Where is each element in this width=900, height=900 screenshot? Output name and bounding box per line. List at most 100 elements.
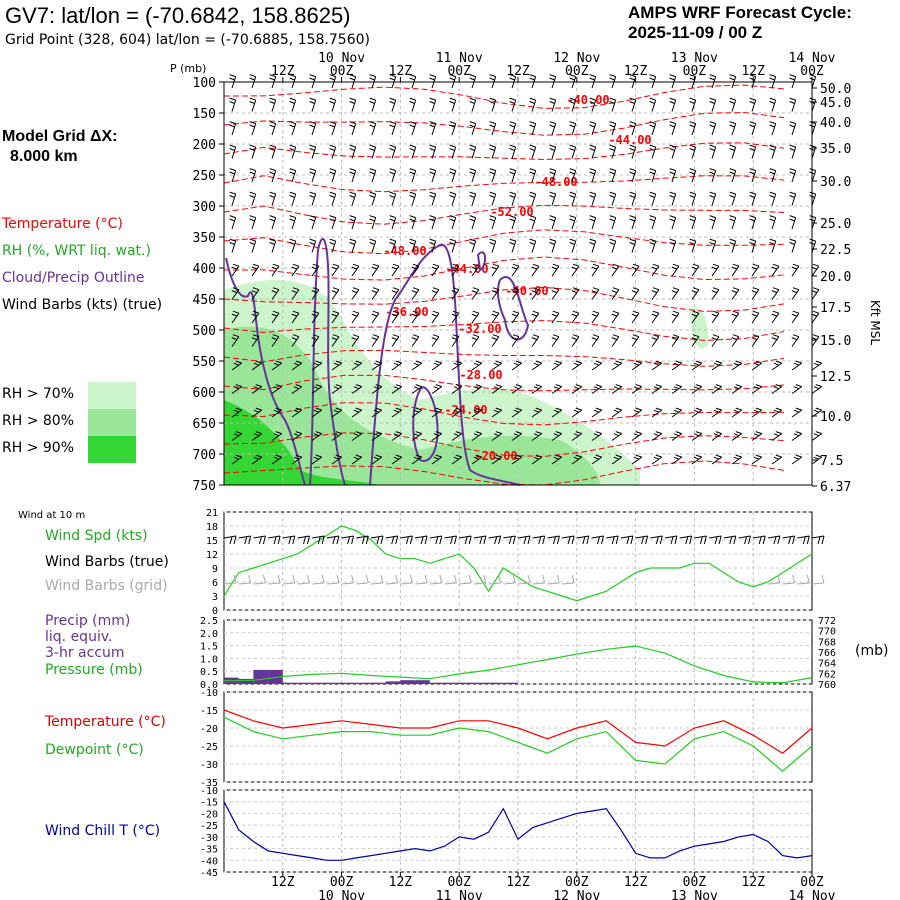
wind-barb — [431, 263, 440, 277]
wind-barb — [471, 384, 483, 394]
wind-barb — [551, 287, 560, 300]
wind-barb — [689, 144, 697, 159]
wind-barb — [311, 287, 320, 300]
wind-barb — [251, 384, 263, 394]
wind-barb — [229, 191, 237, 206]
wind-barb — [669, 191, 677, 206]
precip-bar — [473, 682, 489, 684]
wind-barb — [731, 384, 743, 394]
wind-barb — [349, 191, 357, 206]
wind-barb — [469, 168, 477, 183]
wind-barb — [751, 287, 760, 300]
top-date-label: 10 Nov — [318, 51, 365, 66]
wind-barb — [249, 168, 257, 183]
temperature-contour — [223, 320, 785, 341]
wind-barb — [389, 238, 397, 253]
wind-barb — [309, 191, 317, 206]
wind-barb — [411, 310, 420, 324]
wind-barb — [489, 238, 497, 253]
temp-tick-label: -25 — [200, 742, 218, 753]
wind-barb — [589, 144, 597, 159]
wind-barb — [231, 334, 240, 347]
surface-wind-barb — [282, 535, 296, 545]
surface-wind-barb — [547, 535, 560, 545]
rh70-swatch — [88, 382, 136, 409]
wind-barb — [631, 334, 640, 347]
wind-barb — [809, 168, 817, 183]
wind-barb — [609, 215, 617, 230]
wind-barb — [289, 168, 297, 183]
wind-barb — [311, 334, 320, 347]
wind-barb — [371, 263, 380, 277]
wind-barb — [411, 334, 420, 347]
wind-barb — [671, 360, 683, 371]
wind-barb — [409, 238, 417, 253]
wind-barb — [429, 121, 437, 136]
wind-barb — [471, 263, 480, 277]
temp-tick-label: -10 — [200, 688, 218, 699]
surface-wind-barb — [562, 535, 575, 545]
wind-barbs-true-label: Wind Barbs (true) — [45, 554, 169, 570]
wind-barb — [449, 121, 457, 136]
wind-barb — [331, 310, 340, 324]
wind-barb — [249, 74, 257, 89]
wind-barb — [431, 431, 443, 441]
wind-barb — [751, 263, 760, 277]
wind-barb — [449, 215, 457, 230]
wc-tick-label: -35 — [200, 845, 218, 856]
surface-wind-barb — [723, 535, 737, 545]
precip-bar — [238, 678, 254, 684]
grid-wind-barb — [341, 574, 355, 585]
wind-speed-line — [223, 525, 813, 602]
wind-barb — [429, 215, 437, 230]
cloud-outline-path — [369, 243, 521, 486]
wind-barb — [271, 310, 280, 324]
temp-tick-label: -15 — [200, 706, 218, 717]
wind-barb — [231, 454, 243, 465]
wind10-title: Wind at 10 m — [18, 510, 86, 521]
bottom-time-label: 00Z — [565, 875, 589, 890]
wind-barb — [371, 360, 383, 371]
wind-barb — [291, 287, 300, 300]
wind-barb — [771, 310, 780, 324]
wind-barb — [351, 384, 363, 394]
wind-barb — [451, 360, 463, 371]
wind-barb — [729, 168, 737, 183]
legend-temperature: Temperature (°C) — [2, 216, 123, 232]
wind-barb — [491, 384, 503, 394]
wind-barb — [769, 191, 777, 206]
bottom-time-label: 00Z — [800, 875, 824, 890]
wind-barb — [449, 168, 457, 183]
wind-barbs-grid-label: Wind Barbs (grid) — [45, 578, 168, 594]
wind-barb — [231, 287, 240, 300]
wind-barb — [391, 360, 403, 371]
wind-barb — [691, 431, 703, 441]
temperature-contour — [223, 374, 785, 392]
precip-bar — [400, 680, 416, 684]
wind-barb — [771, 360, 783, 371]
wind-barb — [471, 360, 483, 371]
wind-barb — [569, 168, 577, 183]
model-grid-label: Model Grid ΔX: — [2, 128, 118, 145]
wind-barb — [291, 384, 303, 394]
wind-barb — [491, 334, 500, 347]
cloud-outline-path — [496, 276, 530, 341]
temperature-contour — [223, 460, 785, 486]
grid-wind-barb — [459, 574, 472, 585]
temperature-contour-label: -44.00 — [608, 133, 651, 147]
wind-barb — [649, 121, 657, 136]
precip-tick-label: 2.5 — [200, 616, 218, 627]
wc-label: Wind Chill T (°C) — [45, 823, 161, 839]
wind-barb — [569, 191, 577, 206]
wind-barb — [811, 384, 823, 394]
wind-barb — [329, 97, 337, 112]
surface-wind-barb — [341, 535, 355, 545]
wind-barb — [549, 168, 557, 183]
wind-barb — [709, 191, 717, 206]
wind-barb — [331, 384, 343, 394]
wind-barb — [249, 215, 257, 230]
wind-barb — [269, 238, 277, 253]
pressure-tick-label: 550 — [193, 355, 216, 370]
wind-barb — [549, 97, 557, 112]
surface-wind-barb — [738, 535, 751, 545]
